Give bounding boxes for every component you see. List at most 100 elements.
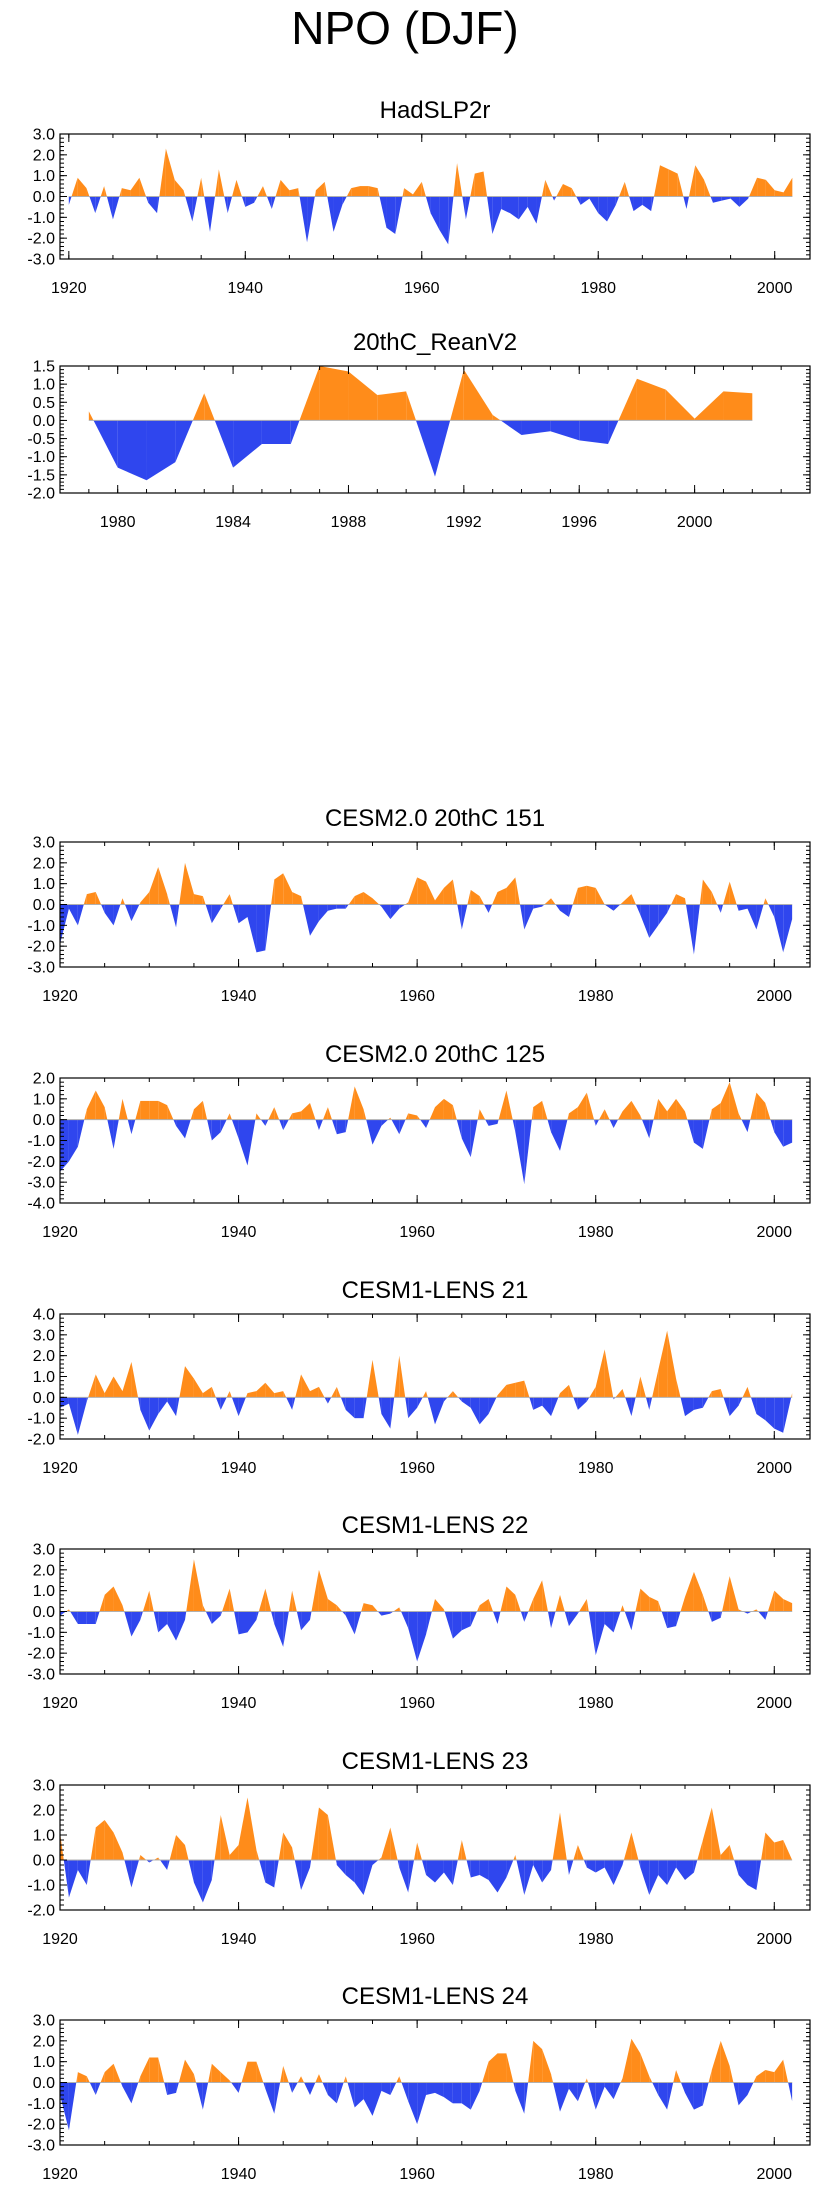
panel-6: CESM1-LENS 22 3.0 2.0 1.0 0.0 -1.0 -2.0 -3.0 192… bbox=[27, 1512, 811, 1712]
area-segment bbox=[68, 1119, 78, 1162]
area-segment bbox=[595, 887, 605, 905]
area-segment bbox=[391, 1119, 400, 1135]
area-segment bbox=[258, 1588, 266, 1612]
area-segment bbox=[283, 873, 293, 905]
area-segment bbox=[86, 1611, 96, 1624]
area-segment bbox=[226, 1391, 230, 1398]
area-segment bbox=[640, 1588, 650, 1612]
area-segment bbox=[479, 1109, 486, 1120]
area-segment bbox=[238, 2082, 242, 2093]
area-segment bbox=[680, 1397, 685, 1417]
area-segment bbox=[336, 904, 346, 909]
area-segment bbox=[577, 885, 587, 905]
area-segment bbox=[515, 1594, 521, 1612]
area-segment bbox=[77, 1611, 87, 1624]
x-tick-label: 1984 bbox=[215, 514, 251, 531]
area-segment bbox=[515, 1855, 517, 1860]
area-segment bbox=[547, 1611, 552, 1629]
area-segment bbox=[265, 1860, 275, 1888]
area-segment bbox=[275, 179, 281, 197]
area-segment bbox=[435, 1599, 444, 1612]
x-tick-label: 2000 bbox=[756, 1224, 792, 1241]
area-segment bbox=[448, 196, 454, 245]
area-segment bbox=[743, 1611, 748, 1614]
area-segment bbox=[100, 2072, 105, 2083]
area-segment bbox=[348, 896, 355, 905]
area-segment bbox=[292, 2082, 298, 2093]
area-segment bbox=[783, 1119, 793, 1147]
area-segment bbox=[345, 1397, 355, 1419]
area-segment bbox=[263, 2082, 266, 2089]
area-segment bbox=[131, 1361, 139, 1398]
area-segment bbox=[452, 1860, 458, 1885]
x-tick-label: 1940 bbox=[221, 2166, 257, 2183]
area-segment bbox=[704, 179, 711, 197]
area-segment bbox=[77, 2072, 87, 2083]
area-segment bbox=[658, 1098, 668, 1120]
area-segment bbox=[488, 1397, 497, 1414]
area-segment bbox=[327, 196, 334, 232]
area-segment bbox=[215, 169, 219, 197]
area-segment bbox=[232, 179, 237, 197]
area-segment bbox=[512, 1119, 516, 1133]
area-segment bbox=[457, 163, 463, 197]
area-segment bbox=[401, 2082, 409, 2102]
y-tick-label: -2.0 bbox=[27, 486, 55, 503]
area-segment bbox=[741, 1119, 748, 1133]
area-segment bbox=[693, 2082, 703, 2110]
area-segment bbox=[729, 1845, 735, 1860]
area-segment bbox=[130, 177, 140, 197]
area-segment bbox=[729, 1082, 739, 1120]
area-segment bbox=[60, 2082, 69, 2131]
area-segment bbox=[421, 181, 426, 197]
area-segment bbox=[661, 1611, 668, 1629]
area-segment bbox=[683, 196, 687, 209]
area-segment bbox=[327, 2082, 337, 2104]
y-tick-label: -2.0 bbox=[27, 1903, 55, 1920]
area-segment bbox=[71, 177, 78, 197]
area-segment bbox=[95, 196, 101, 214]
area-segment bbox=[113, 1832, 123, 1860]
x-tick-label: 2000 bbox=[756, 1460, 792, 1477]
area-segment bbox=[274, 1860, 279, 1888]
area-segment bbox=[487, 196, 493, 234]
y-tick-label: 1.0 bbox=[33, 1369, 55, 1386]
area-segment bbox=[685, 904, 694, 955]
area-segment bbox=[747, 1611, 752, 1614]
area-segment bbox=[717, 904, 721, 913]
area-segment bbox=[408, 1611, 418, 1662]
area-segment bbox=[202, 2082, 209, 2110]
area-segment bbox=[622, 1860, 624, 1865]
area-segment bbox=[238, 1119, 248, 1166]
area-segment bbox=[408, 2082, 418, 2125]
area-segment bbox=[488, 904, 493, 913]
area-segment bbox=[542, 1397, 552, 1417]
area-segment bbox=[324, 1397, 328, 1404]
area-segment bbox=[765, 1832, 775, 1860]
area-segment bbox=[146, 1860, 150, 1863]
area-segment bbox=[68, 2082, 77, 2131]
area-segment bbox=[354, 1860, 364, 1895]
area-segment bbox=[470, 1397, 480, 1425]
area-segment bbox=[210, 196, 215, 232]
area-segment bbox=[158, 867, 168, 905]
area-segment bbox=[711, 2040, 721, 2083]
area-segment bbox=[290, 420, 300, 445]
area-segment bbox=[506, 2053, 514, 2083]
area-segment bbox=[551, 898, 556, 905]
area-segment bbox=[497, 2053, 507, 2083]
area-segment bbox=[470, 1611, 477, 1627]
area-segment bbox=[695, 165, 705, 197]
area-segment bbox=[542, 904, 545, 907]
area-segment bbox=[260, 1119, 266, 1126]
area-segment bbox=[595, 2082, 605, 2110]
area-segment bbox=[148, 196, 158, 214]
area-segment bbox=[736, 904, 739, 911]
area-segment bbox=[188, 1860, 194, 1883]
area-segment bbox=[520, 904, 525, 930]
area-segment bbox=[318, 1807, 328, 1860]
area-segment bbox=[452, 2082, 462, 2104]
y-tick-label: -1.0 bbox=[27, 1411, 55, 1428]
area-segment bbox=[521, 420, 551, 435]
area-segment bbox=[452, 879, 458, 905]
